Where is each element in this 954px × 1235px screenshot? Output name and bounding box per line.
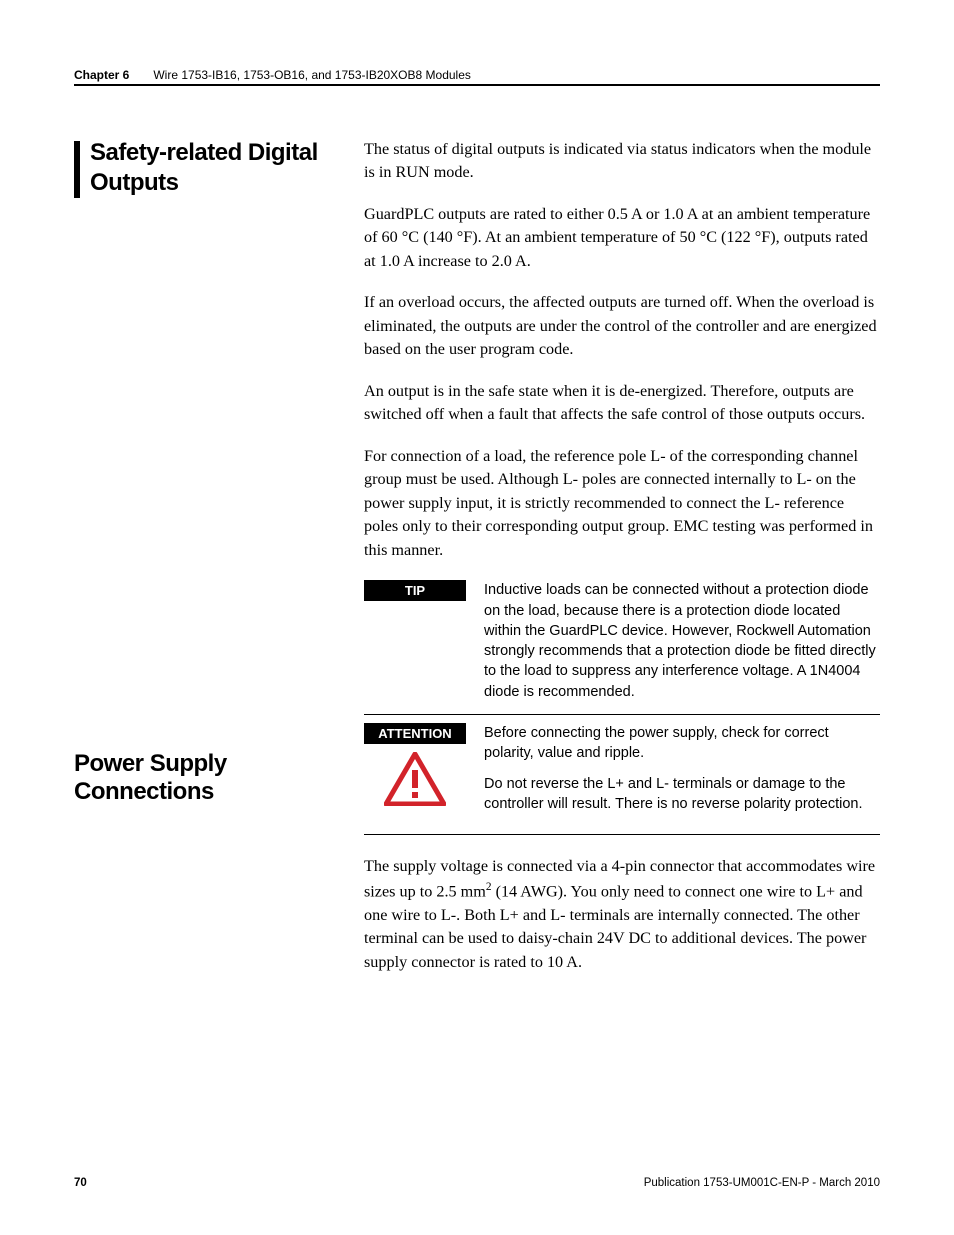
tip-label: TIP [364,580,466,601]
attention-label-wrap: ATTENTION [364,723,466,824]
section-power-supply: Power Supply Connections ATTENTION Befor… [74,702,880,992]
body-paragraph: If an overload occurs, the affected outp… [364,291,880,361]
publication-info: Publication 1753-UM001C-EN-P - March 201… [644,1177,880,1189]
body-paragraph: The supply voltage is connected via a 4-… [364,855,880,974]
body-paragraph: An output is in the safe state when it i… [364,380,880,427]
tip-label-wrap: TIP [364,580,466,702]
page-number: 70 [74,1177,87,1189]
right-column: The status of digital outputs is indicat… [364,138,880,702]
left-column: Power Supply Connections [74,702,334,992]
attention-text-2: Do not reverse the L+ and L- terminals o… [484,774,880,815]
body-paragraph: For connection of a load, the reference … [364,445,880,562]
attention-text-1: Before connecting the power supply, chec… [484,723,880,764]
body-paragraph: The status of digital outputs is indicat… [364,138,880,185]
callout-rule [364,834,880,835]
body-paragraph: GuardPLC outputs are rated to either 0.5… [364,203,880,273]
left-column: Safety-related Digital Outputs [74,138,334,702]
attention-text: Before connecting the power supply, chec… [484,723,880,824]
chapter-label: Chapter 6 [74,68,129,82]
heading-text: Safety-related Digital Outputs [90,138,334,198]
section-safety-outputs: Safety-related Digital Outputs The statu… [74,138,880,702]
chapter-title: Wire 1753-IB16, 1753-OB16, and 1753-IB20… [153,68,471,82]
page-footer: 70 Publication 1753-UM001C-EN-P - March … [74,1177,880,1189]
callout-rule [364,714,880,715]
warning-triangle-icon [384,752,446,806]
running-header: Chapter 6 Wire 1753-IB16, 1753-OB16, and… [74,68,880,82]
heading-bar-icon [74,141,80,198]
attention-label: ATTENTION [364,723,466,744]
header-rule [74,84,880,86]
right-column: ATTENTION Before connecting the power su… [364,702,880,992]
tip-text: Inductive loads can be connected without… [484,580,880,702]
attention-callout: ATTENTION Before connecting the power su… [364,723,880,824]
page-container: Chapter 6 Wire 1753-IB16, 1753-OB16, and… [0,0,954,992]
tip-callout: TIP Inductive loads can be connected wit… [364,580,880,702]
section-heading-power: Power Supply Connections [74,750,334,806]
section-heading-safety: Safety-related Digital Outputs [74,138,334,198]
